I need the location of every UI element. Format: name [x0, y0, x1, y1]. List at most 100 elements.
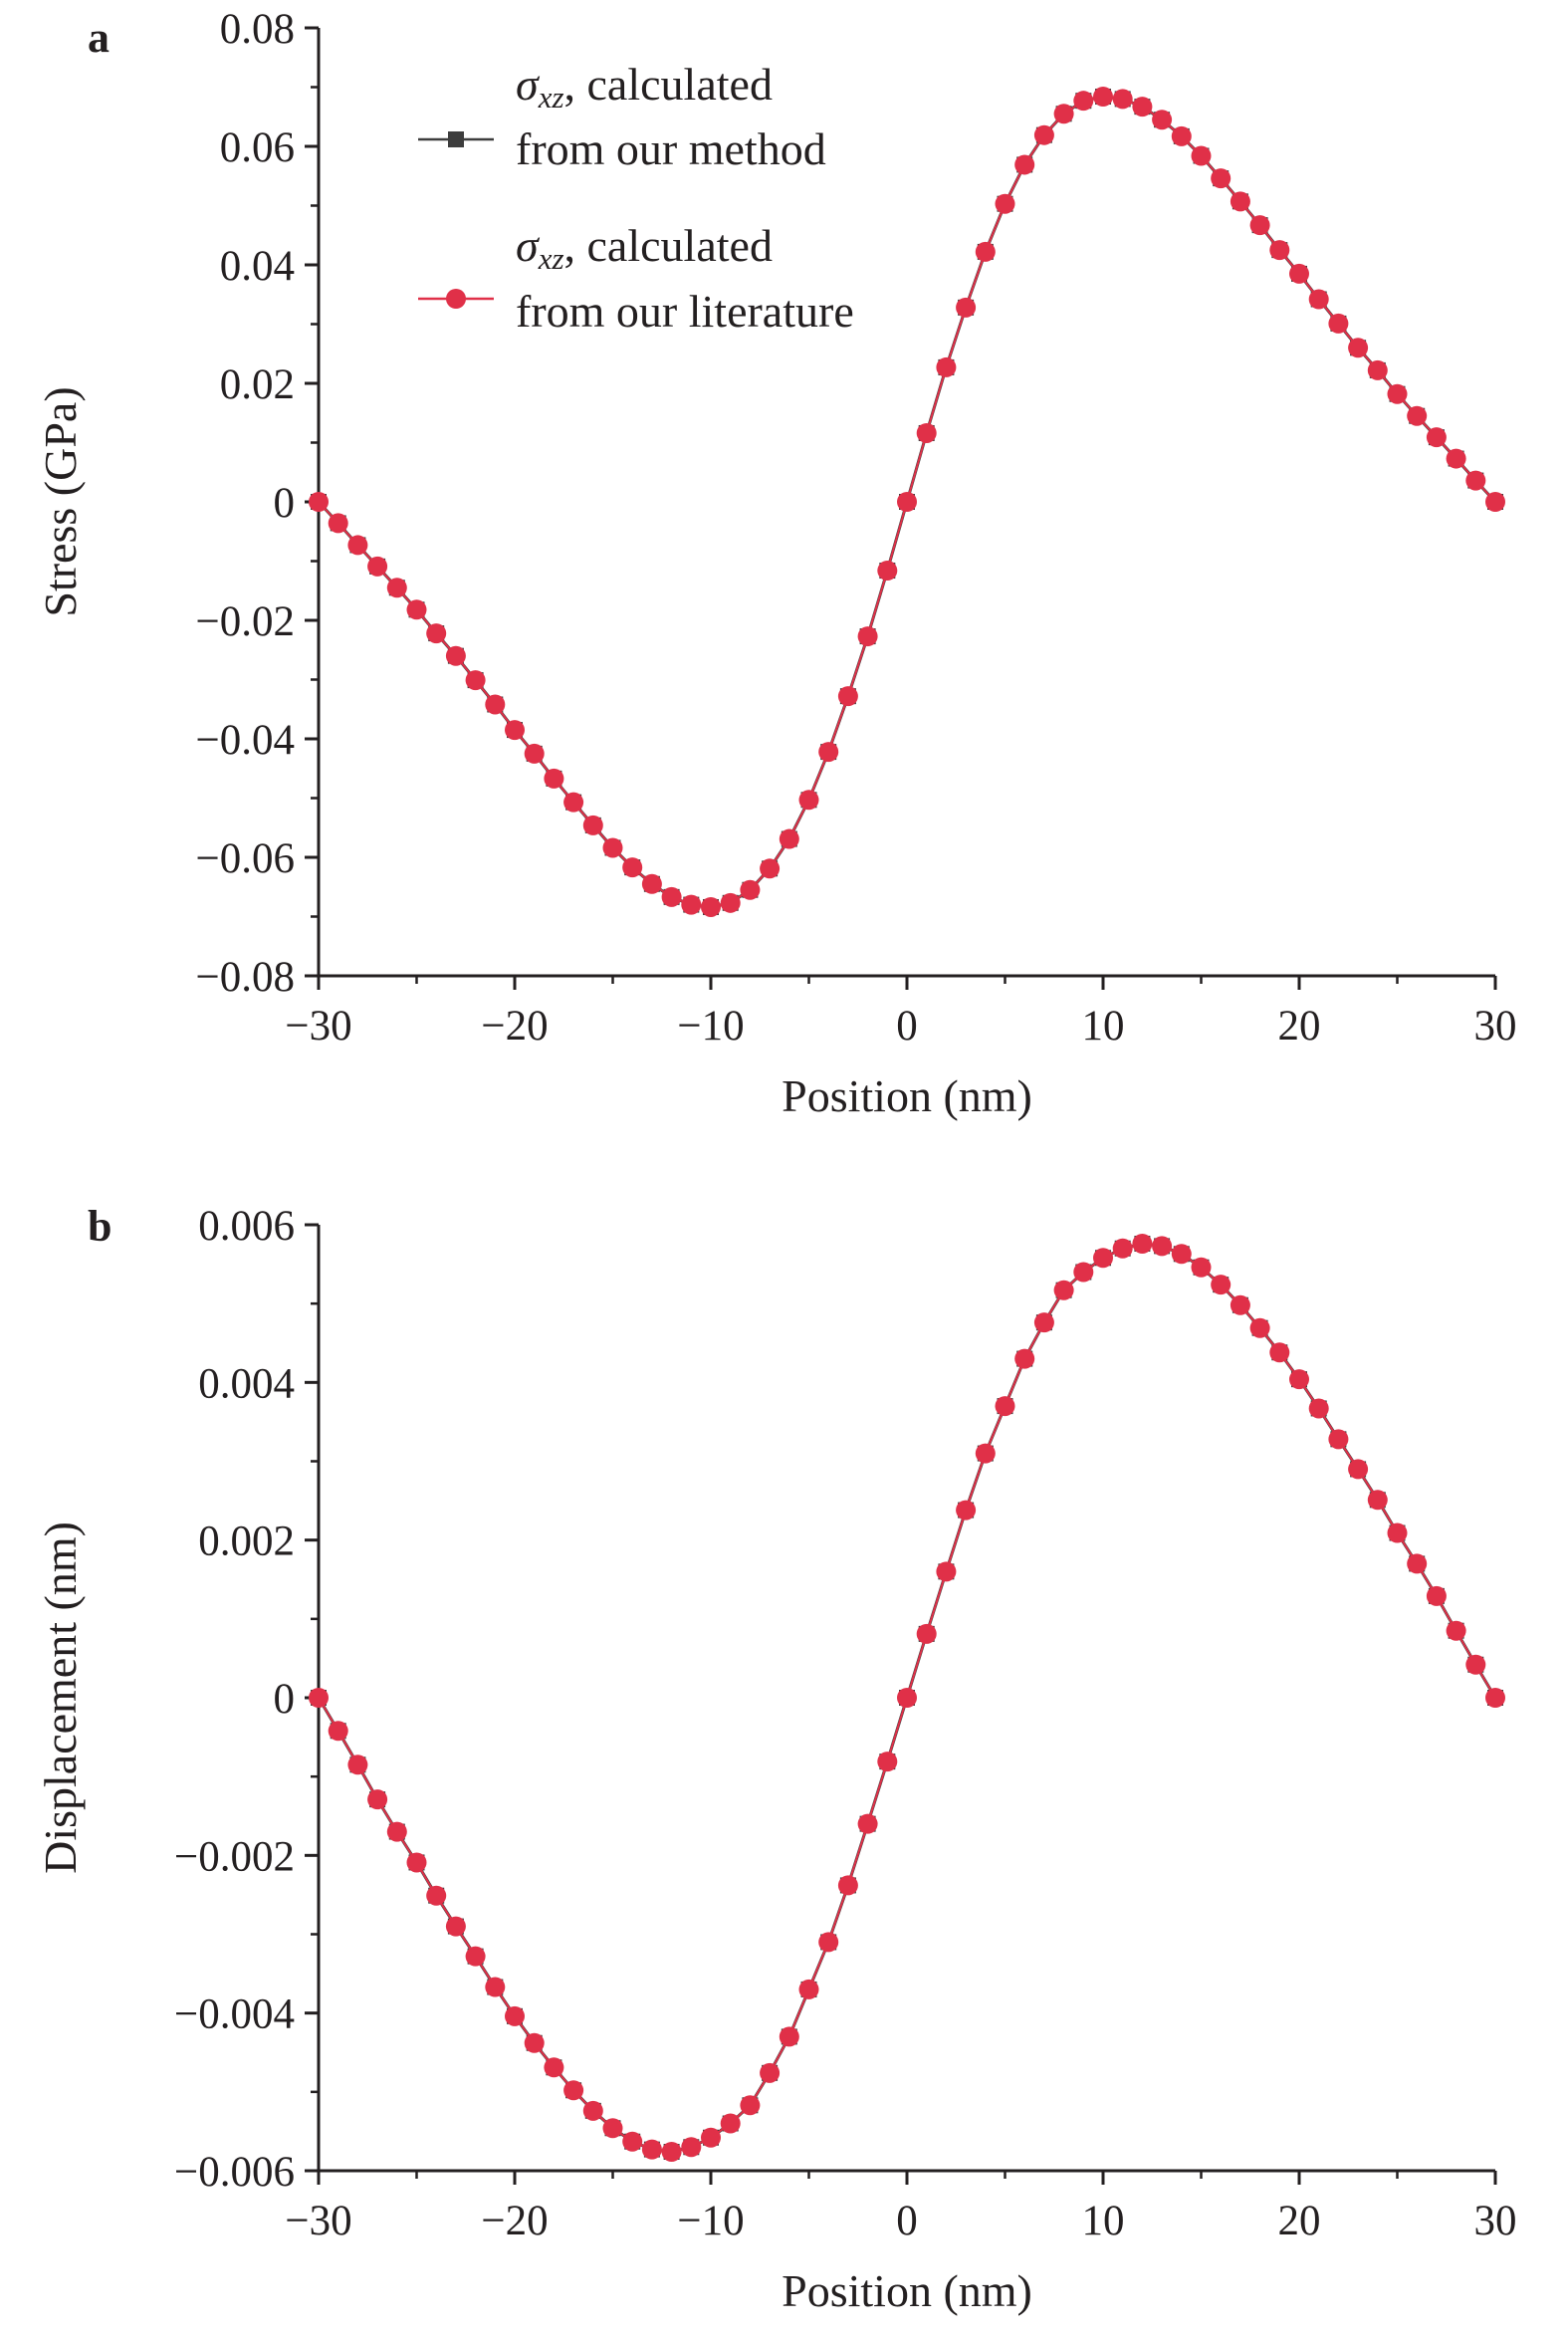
y-tick-label: 0.06	[220, 124, 295, 171]
data-point-circle	[936, 356, 957, 377]
legend-label-rest: , calculated	[564, 220, 773, 271]
data-point-circle	[1446, 1620, 1466, 1641]
legend-marker-circle	[446, 289, 466, 309]
data-point-circle	[1426, 1585, 1447, 1606]
data-point-circle	[936, 1561, 957, 1582]
data-point-circle	[386, 578, 407, 598]
data-point-circle	[1446, 448, 1466, 469]
data-point-circle	[995, 193, 1015, 214]
data-point-circle	[1249, 1317, 1270, 1338]
data-point-circle	[465, 670, 486, 691]
x-tick-label: 30	[1474, 1003, 1517, 1050]
data-point-circle	[1328, 1429, 1349, 1450]
y-tick-label: 0.002	[198, 1519, 295, 1565]
data-point-circle	[701, 2127, 721, 2148]
data-point-circle	[347, 535, 368, 556]
panel-a: a −0.08 −0.06 −0.04 −0.02 0 0.02 0.04 0.06 0.08 −3…	[35, 6, 1517, 1121]
data-point-circle	[1407, 405, 1428, 426]
data-point-circle	[916, 1623, 937, 1644]
data-point-circle	[1485, 492, 1505, 512]
x-tick-label: −30	[285, 2198, 351, 2244]
data-point-circle	[779, 828, 799, 849]
data-point-circle	[720, 2113, 741, 2134]
y-axis-title: Displacement (nm)	[35, 1521, 86, 1874]
data-point-circle	[798, 790, 819, 811]
y-axis-title: Stress (GPa)	[35, 386, 86, 616]
x-tick-label: 20	[1278, 1003, 1321, 1050]
x-tick-label: 30	[1474, 2198, 1517, 2244]
data-point-circle	[1014, 154, 1035, 175]
y-tick-label: 0	[274, 1676, 296, 1723]
data-point-circle	[544, 768, 564, 789]
data-point-circle	[1230, 191, 1250, 212]
data-point-circle	[956, 297, 977, 318]
data-point-circle	[445, 1916, 466, 1937]
data-point-circle	[701, 896, 721, 917]
x-axis-title: Position (nm)	[782, 1070, 1032, 1121]
data-point-circle	[720, 892, 741, 913]
data-point-circle	[877, 1752, 898, 1772]
data-point-circle	[1191, 1257, 1212, 1278]
data-point-circle	[602, 2118, 623, 2139]
data-point-circle	[818, 1932, 839, 1953]
data-point-circle	[1249, 215, 1270, 236]
y-tick-label: −0.08	[195, 954, 295, 1001]
data-point-circle	[877, 561, 898, 582]
data-point-circle	[1014, 1348, 1035, 1369]
data-point-circle	[1426, 427, 1447, 448]
data-point-circle	[1367, 359, 1388, 380]
data-point-circle	[1465, 470, 1486, 491]
x-tick-label: 20	[1278, 2198, 1321, 2244]
data-point-circle	[818, 742, 839, 763]
y-tick-label: 0	[274, 480, 296, 527]
legend-marker-square	[448, 131, 464, 147]
data-point-circle	[1152, 1236, 1173, 1257]
data-point-circle	[1387, 1522, 1408, 1543]
legend-subscript: xz	[538, 80, 564, 115]
legend-label-line2: from our method	[516, 123, 826, 174]
data-point-circle	[426, 1885, 447, 1906]
y-tick-label: 0.02	[220, 361, 295, 408]
data-point-circle	[524, 2032, 545, 2053]
data-point-circle	[328, 513, 348, 534]
data-point-circle	[779, 2026, 799, 2047]
x-tick-label: 10	[1082, 2198, 1125, 2244]
data-point-circle	[465, 1946, 486, 1967]
data-point-circle	[661, 886, 682, 907]
data-point-circle	[622, 857, 643, 878]
panel-b: b −0.006 −0.004 −0.002 0 0.002 0.004 0.006 −30 −2…	[35, 1202, 1517, 2316]
series-circle	[309, 1234, 1505, 2162]
data-point-circle	[975, 1443, 996, 1464]
legend-subscript: xz	[538, 241, 564, 276]
y-tick-label: −0.04	[195, 717, 295, 764]
data-point-circle	[1053, 104, 1074, 124]
legend-sigma: σ	[516, 220, 541, 271]
x-tick-label: −30	[285, 1003, 351, 1050]
data-point-circle	[1073, 1262, 1094, 1283]
x-tick-label: −10	[677, 2198, 744, 2244]
data-point-circle	[740, 879, 761, 900]
y-tick-label: −0.006	[174, 2149, 295, 2196]
data-point-circle	[798, 1979, 819, 1999]
data-point-circle	[386, 1821, 407, 1842]
data-point-circle	[1269, 1342, 1290, 1363]
data-point-circle	[760, 2062, 781, 2083]
data-point-circle	[1367, 1490, 1388, 1511]
y-tick-label: 0.04	[220, 243, 295, 290]
data-point-circle	[1112, 1238, 1133, 1259]
legend-sigma: σ	[516, 59, 541, 110]
data-point-circle	[1230, 1294, 1250, 1315]
data-point-circle	[309, 492, 329, 512]
legend-entry: σxz, calculated from our method	[418, 59, 826, 174]
y-tick-label: 0.006	[198, 1203, 295, 1250]
data-point-circle	[1073, 91, 1094, 112]
data-point-circle	[661, 2142, 682, 2162]
data-point-circle	[1289, 1369, 1309, 1390]
data-point-circle	[897, 1688, 917, 1708]
data-point-circle	[641, 873, 662, 894]
data-point-circle	[1033, 124, 1054, 145]
data-point-circle	[1132, 1234, 1153, 1254]
data-point-circle	[582, 815, 603, 835]
data-point-circle	[602, 837, 623, 858]
